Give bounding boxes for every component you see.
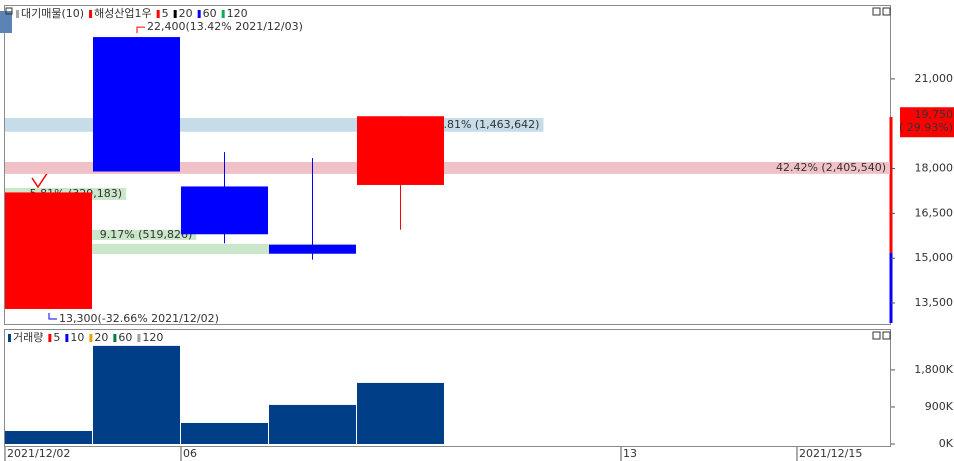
legend-label: 20	[94, 331, 108, 344]
volume-profile-label: 9.17% (519,826)	[100, 228, 193, 241]
legend-label: 20	[179, 7, 193, 20]
annotation-arrow	[48, 312, 57, 320]
legend-marker	[197, 10, 201, 18]
legend-marker	[113, 334, 117, 342]
candle-body	[268, 244, 356, 254]
window-button[interactable]	[872, 331, 881, 340]
legend-marker	[48, 334, 52, 342]
y-tick-label: 0K	[939, 437, 954, 450]
x-tick-label: 2021/12/02	[7, 447, 70, 460]
legend-marker	[65, 334, 69, 342]
window-button[interactable]	[872, 7, 881, 16]
legend-label: 120	[142, 331, 163, 344]
y-tick-label: 16,500	[915, 206, 954, 219]
volume-profile-label: 42.42% (2,405,540)	[776, 161, 886, 174]
annotation-arrow	[136, 26, 145, 34]
check-mark	[31, 171, 49, 189]
last-price-change: ( 29.93%)	[899, 121, 953, 134]
window-button[interactable]	[882, 331, 891, 340]
legend-label: 120	[227, 7, 248, 20]
volume-panel	[4, 329, 891, 447]
y-tick-label: 15,000	[915, 251, 954, 264]
annotation: 22,400(13.42% 2021/12/03)	[147, 20, 303, 33]
volume-bar	[356, 382, 444, 444]
legend-marker	[89, 334, 93, 342]
y-tick-label: 900K	[925, 400, 954, 413]
candle-body	[356, 116, 444, 185]
legend-label: 60	[118, 331, 132, 344]
annotation: 13,300(-32.66% 2021/12/02)	[59, 312, 219, 325]
candle-body	[180, 186, 268, 235]
legend-marker	[8, 334, 11, 342]
volume-bar	[5, 430, 92, 444]
panel-icon	[5, 7, 13, 15]
volume-profile-label: .81% (1,463,642)	[443, 118, 539, 131]
legend-label: 5	[162, 7, 169, 20]
volume-bar	[268, 404, 356, 444]
volume-bar	[92, 345, 180, 444]
legend-label: 거래량	[13, 331, 43, 344]
volume-bar	[180, 422, 268, 444]
x-tick-label: 06	[183, 447, 197, 460]
legend-marker	[156, 10, 160, 18]
window-button[interactable]	[882, 7, 891, 16]
volume-profile-bar	[5, 229, 197, 240]
legend-label: 5	[53, 331, 60, 344]
legend-marker	[173, 10, 177, 18]
volume-profile-bar	[5, 243, 356, 254]
legend-marker	[221, 10, 225, 18]
legend-marker	[16, 10, 19, 18]
x-tick-label: 13	[623, 447, 637, 460]
x-tick-label: 2021/12/15	[799, 447, 862, 460]
candle-body	[5, 192, 92, 309]
y-tick-label: 18,000	[915, 162, 954, 175]
candle-body	[92, 37, 180, 172]
legend-label: 10	[70, 331, 84, 344]
legend-marker	[89, 10, 93, 18]
y-tick-label: 13,500	[915, 296, 954, 309]
legend-marker	[137, 334, 141, 342]
side-button[interactable]	[0, 11, 12, 33]
last-price-box	[900, 107, 954, 138]
volume-profile-bar	[5, 161, 890, 174]
legend-label: 대기매물(10)	[21, 7, 84, 20]
y-tick-label: 1,800K	[914, 363, 953, 376]
legend-label: 60	[203, 7, 217, 20]
y-tick-label: 21,000	[915, 72, 954, 85]
last-price-label: 19,750	[915, 108, 954, 121]
legend-label: 해성산업1우	[94, 6, 152, 20]
